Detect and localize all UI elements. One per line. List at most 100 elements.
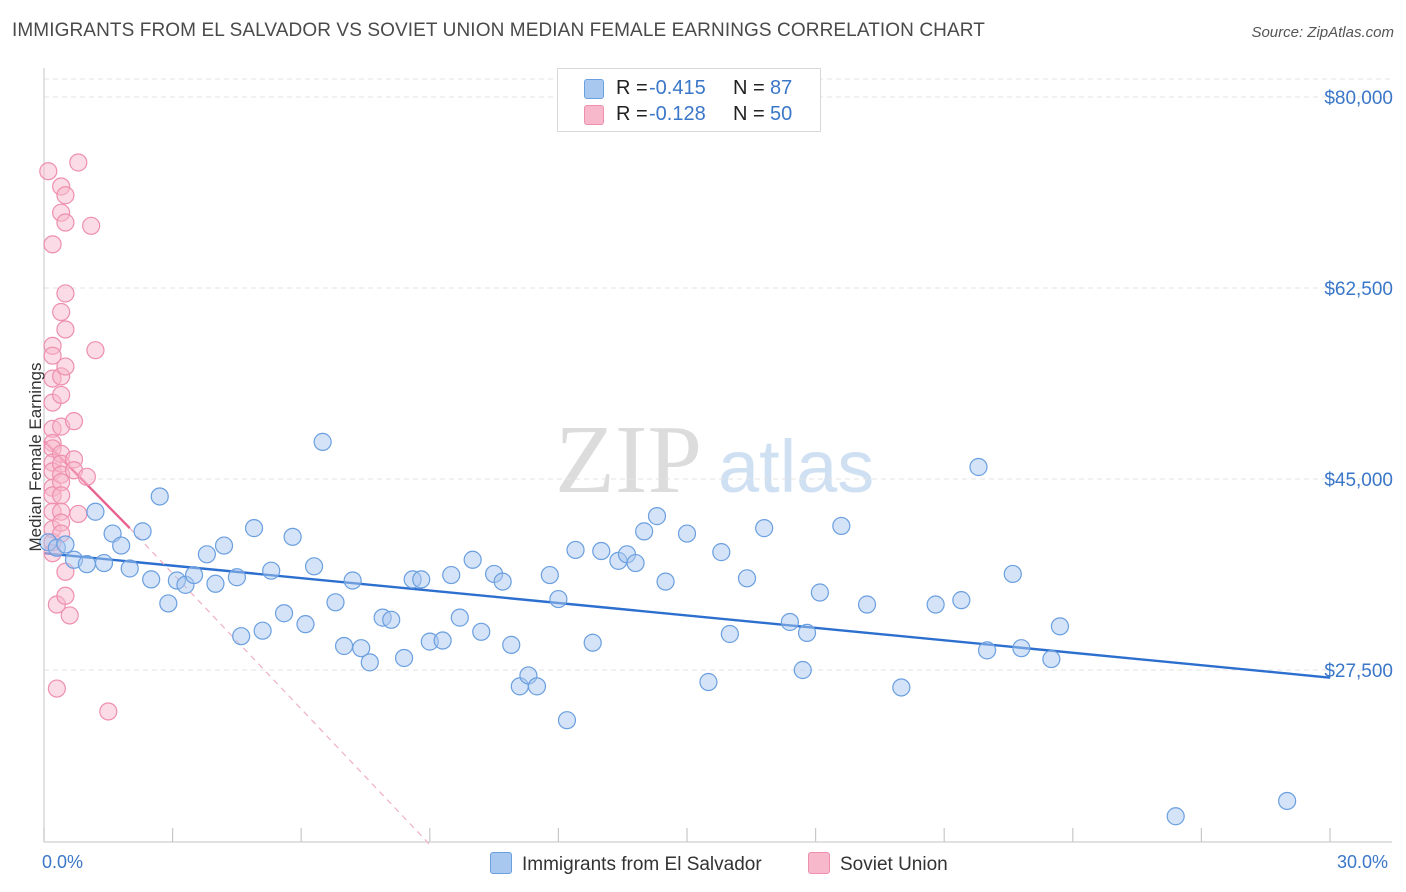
point-el-salvador	[677, 524, 697, 543]
point-el-salvador	[450, 608, 469, 627]
legend-r-value: -0.128	[649, 103, 706, 125]
point-el-salvador	[892, 678, 911, 697]
point-el-salvador	[1003, 564, 1022, 584]
point-el-salvador	[112, 536, 131, 555]
point-el-salvador	[274, 604, 294, 623]
point-el-salvador	[540, 565, 559, 585]
point-el-salvador	[206, 574, 225, 593]
point-soviet-union	[52, 302, 71, 322]
point-el-salvador	[712, 543, 731, 562]
point-el-salvador	[737, 569, 757, 588]
point-el-salvador	[793, 660, 812, 680]
point-soviet-union	[56, 320, 75, 339]
y-tick-label: $27,500	[1324, 661, 1393, 682]
point-el-salvador	[635, 522, 654, 541]
point-el-salvador	[857, 595, 877, 614]
axis-layer	[43, 68, 1392, 843]
point-el-salvador	[296, 615, 315, 634]
point-soviet-union	[56, 357, 75, 376]
point-el-salvador	[142, 570, 161, 589]
chart-title: IMMIGRANTS FROM EL SALVADOR VS SOVIET UN…	[12, 20, 985, 41]
legend-n-value: 50	[770, 103, 793, 125]
point-el-salvador	[780, 612, 799, 632]
point-el-salvador	[56, 535, 75, 554]
bottom-legend-label: Soviet Union	[840, 854, 948, 875]
point-soviet-union	[60, 606, 79, 625]
y-tick-labels: $80,000 $62,500 $45,000 $27,500	[1324, 88, 1393, 682]
point-el-salvador	[214, 536, 234, 555]
trendline-soviet-union-extension	[129, 527, 431, 846]
point-soviet-union	[69, 504, 88, 524]
point-soviet-union	[43, 235, 62, 254]
point-el-salvador	[463, 550, 482, 569]
point-soviet-union	[43, 346, 62, 365]
point-soviet-union	[47, 679, 66, 698]
point-el-salvador	[1012, 639, 1031, 658]
watermark-zip: ZIP	[555, 406, 702, 514]
point-el-salvador	[86, 502, 105, 521]
point-el-salvador	[626, 553, 645, 573]
point-el-salvador	[592, 541, 611, 561]
bottom-legend-swatch-blue	[490, 852, 512, 874]
watermark-atlas: atlas	[718, 425, 874, 508]
legend-r-label: R =	[616, 103, 648, 125]
point-el-salvador	[1042, 649, 1061, 669]
point-el-salvador	[232, 627, 251, 646]
point-el-salvador	[1166, 807, 1185, 826]
point-el-salvador	[502, 635, 521, 654]
point-el-salvador	[755, 519, 774, 538]
point-el-salvador	[832, 516, 851, 536]
point-el-salvador	[720, 624, 739, 644]
point-el-salvador	[360, 653, 379, 672]
point-el-salvador	[382, 610, 401, 629]
point-soviet-union	[52, 486, 71, 505]
point-soviet-union	[69, 153, 88, 172]
point-el-salvador	[656, 572, 675, 591]
point-soviet-union	[77, 467, 96, 486]
legend-row-soviet-union: R = -0.128 N = 50	[558, 101, 820, 129]
x-tick-label-max: 30.0%	[1337, 852, 1389, 872]
point-soviet-union	[56, 284, 75, 303]
point-soviet-union	[82, 216, 101, 235]
point-el-salvador	[262, 561, 281, 580]
legend-row-el-salvador: R = -0.415 N = 87	[558, 75, 820, 103]
point-el-salvador	[952, 591, 971, 610]
point-el-salvador	[159, 594, 178, 613]
point-el-salvador	[926, 595, 945, 614]
point-el-salvador	[527, 677, 547, 696]
legend: R = -0.415 N = 87 R = -0.128 N = 50	[557, 68, 821, 132]
point-soviet-union	[99, 702, 118, 721]
point-el-salvador	[472, 622, 491, 641]
source-label: Source: ZipAtlas.com	[1251, 24, 1394, 41]
point-el-salvador	[227, 568, 246, 587]
point-el-salvador	[352, 639, 371, 658]
point-el-salvador	[699, 672, 718, 692]
point-el-salvador	[133, 522, 152, 541]
trendline-el-salvador	[43, 552, 1331, 679]
bottom-legend-label: Immigrants from El Salvador	[522, 854, 762, 875]
point-soviet-union	[56, 186, 75, 205]
point-el-salvador	[1278, 791, 1297, 811]
point-soviet-union	[86, 341, 105, 360]
point-el-salvador	[313, 432, 332, 451]
point-el-salvador	[304, 557, 324, 576]
y-axis-label: Median Female Earnings	[26, 362, 45, 552]
legend-n-value: 87	[770, 77, 793, 99]
point-el-salvador	[334, 636, 354, 656]
bottom-legend-el-salvador: Immigrants from El Salvador	[490, 852, 762, 876]
point-el-salvador	[442, 565, 461, 585]
point-el-salvador	[197, 545, 216, 564]
point-el-salvador	[647, 507, 667, 526]
point-el-salvador	[583, 633, 602, 652]
point-el-salvador	[77, 555, 96, 574]
point-soviet-union	[39, 162, 58, 181]
point-el-salvador	[283, 527, 302, 546]
bottom-legend-soviet-union: Soviet Union	[808, 852, 948, 876]
point-el-salvador	[343, 571, 362, 590]
legend-n-label: N =	[733, 103, 765, 125]
point-el-salvador	[797, 623, 817, 642]
point-soviet-union	[56, 586, 75, 605]
legend-swatch-pink	[584, 105, 604, 125]
point-el-salvador	[412, 570, 431, 589]
